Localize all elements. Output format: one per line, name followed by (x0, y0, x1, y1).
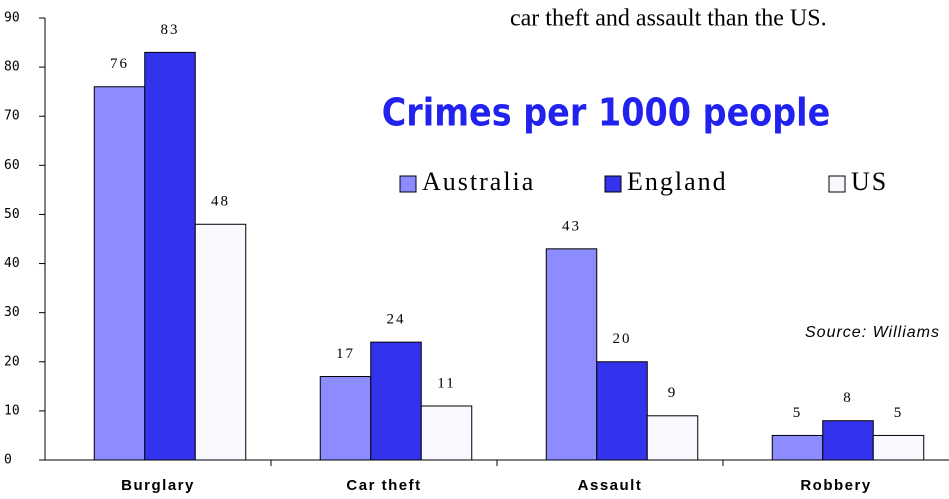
bar (144, 51, 196, 461)
y-tick-label: 0 (4, 453, 12, 468)
data-label: 5 (793, 405, 803, 421)
legend-swatch (604, 175, 622, 193)
legend-label: US (851, 167, 888, 196)
y-tick-label: 60 (4, 158, 20, 173)
bar (194, 223, 247, 461)
data-label: 43 (562, 218, 581, 234)
annotation: car theft and assault than the US. (510, 6, 827, 32)
data-label: 11 (437, 375, 455, 391)
y-tick-label: 10 (4, 403, 20, 418)
data-label: 24 (387, 312, 406, 328)
bar (771, 434, 824, 461)
data-label: 8 (843, 390, 853, 406)
y-tick-label: 90 (4, 11, 20, 26)
y-tick-label: 80 (4, 60, 20, 75)
data-label: 5 (894, 405, 904, 421)
x-tick-label: Robbery (800, 477, 871, 494)
source-note: Source: Williams (805, 324, 940, 341)
y-tick-label: 40 (4, 256, 20, 271)
bar (646, 415, 699, 461)
bar (596, 361, 648, 461)
chart-title: Crimes per 1000 people (382, 92, 831, 136)
data-label: 20 (613, 331, 632, 347)
legend-label: England (627, 167, 728, 196)
bar (370, 341, 422, 461)
bar (545, 248, 598, 461)
legend-swatch (399, 175, 417, 193)
bar (93, 86, 146, 461)
x-tick-label: Burglary (121, 477, 195, 494)
bar (872, 434, 925, 461)
y-tick-label: 70 (4, 109, 20, 124)
y-tick-label: 20 (4, 354, 20, 369)
data-label: 17 (336, 346, 355, 362)
y-tick-label: 50 (4, 207, 20, 222)
x-tick-label: Assault (578, 477, 643, 494)
legend-label: Australia (422, 167, 535, 196)
bar (420, 405, 473, 461)
y-tick-label: 30 (4, 305, 20, 320)
data-label: 76 (110, 56, 129, 72)
bar (319, 376, 372, 461)
bar (822, 420, 874, 461)
data-label: 83 (161, 22, 180, 38)
x-tick-label: Car theft (346, 477, 421, 494)
legend-swatch (828, 175, 846, 193)
data-label: 9 (668, 385, 678, 401)
data-label: 48 (211, 194, 230, 210)
